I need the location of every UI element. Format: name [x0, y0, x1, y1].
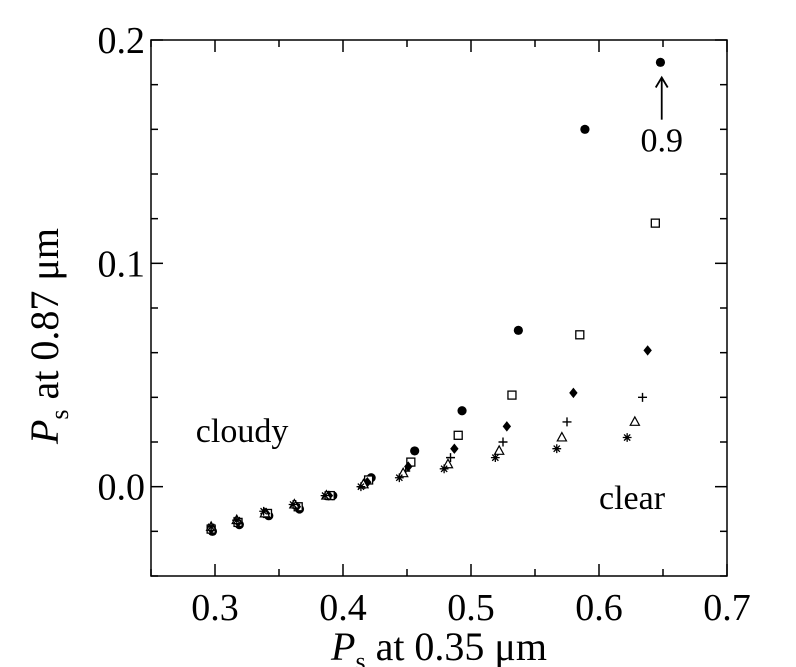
data-point-asterisk [356, 482, 366, 492]
series-open-square [206, 218, 660, 534]
y-axis-label-rest: at 0.87 μm [22, 228, 67, 409]
annotation-09: 0.9 [640, 123, 683, 160]
data-point-asterisk [439, 464, 449, 474]
annotation-cloudy: cloudy [196, 413, 289, 450]
data-point-open-square [507, 390, 517, 400]
data-point-open-triangle [493, 444, 505, 455]
y-tick-label: 0.2 [98, 20, 146, 62]
data-point-filled-circle [655, 57, 666, 67]
data-point-filled-diamond [502, 421, 512, 432]
data-point-asterisk [259, 506, 269, 516]
axis-tick-labels: 0.3 0.4 0.5 0.6 0.7 0.0 0.1 0.2 [98, 20, 751, 629]
annotation-clear: clear [599, 480, 666, 517]
x-axis-label-rest: at 0.35 μm [366, 624, 547, 667]
y-axis-label-subscript: s [45, 409, 74, 419]
data-point-asterisk [232, 515, 242, 525]
annotations: cloudy clear 0.9 [196, 75, 683, 517]
data-point-asterisk [320, 491, 330, 500]
x-axis-label: Ps at 0.35 μm [330, 624, 547, 667]
x-tick-label: 0.5 [447, 587, 495, 629]
x-tick-label: 0.7 [703, 587, 751, 629]
x-tick-label: 0.3 [191, 587, 239, 629]
data-point-asterisk [622, 433, 632, 442]
data-point-filled-diamond [450, 443, 459, 454]
y-tick-label: 0.1 [98, 243, 146, 285]
data-point-open-square [650, 218, 660, 228]
data-points [205, 57, 666, 536]
y-tick-label: 0.0 [98, 467, 146, 509]
data-point-open-triangle [556, 431, 568, 442]
x-tick-label: 0.4 [319, 587, 367, 629]
data-point-asterisk [288, 500, 298, 509]
data-point-filled-diamond [643, 345, 652, 356]
y-axis-label: Ps at 0.87 μm [22, 228, 74, 445]
data-point-filled-circle [580, 124, 590, 134]
x-axis-label-symbol: P [330, 624, 355, 667]
data-point-open-triangle [629, 415, 641, 426]
data-point-open-square [575, 330, 585, 340]
series-filled-circle [207, 57, 666, 536]
annotation-arrowhead [654, 75, 669, 88]
data-point-plus [498, 437, 508, 447]
data-point-filled-diamond [569, 387, 578, 399]
data-point-plus [562, 417, 572, 427]
data-point-asterisk [206, 522, 216, 532]
data-point-plus [446, 453, 456, 463]
y-axis-label-symbol: P [22, 420, 67, 445]
series-asterisk [206, 433, 632, 532]
data-point-filled-circle [457, 406, 467, 416]
data-point-filled-circle [513, 325, 523, 335]
data-point-open-triangle [397, 467, 409, 478]
data-point-open-triangle [442, 458, 454, 469]
axis-ticks [150, 39, 728, 577]
x-tick-label: 0.6 [575, 587, 623, 629]
data-point-asterisk [552, 444, 562, 454]
data-point-plus [638, 392, 648, 402]
data-point-open-square [453, 430, 463, 440]
data-point-asterisk [490, 453, 500, 463]
data-point-asterisk [394, 473, 404, 483]
x-axis-label-subscript: s [355, 647, 365, 667]
data-point-filled-circle [410, 446, 420, 456]
